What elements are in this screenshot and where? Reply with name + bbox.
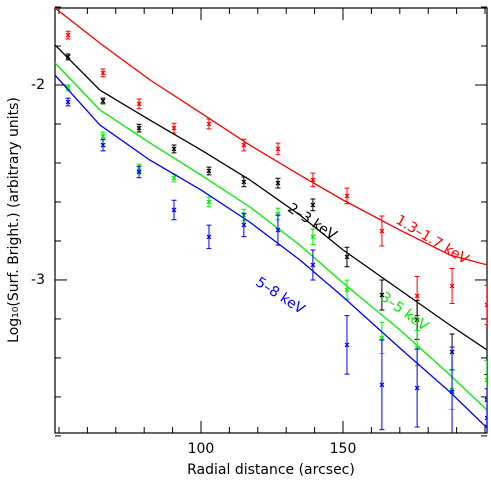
data-point	[65, 99, 71, 105]
data-point	[310, 177, 316, 183]
error-bar	[484, 374, 487, 426]
data-point	[241, 142, 247, 148]
data-point	[484, 397, 487, 403]
data-point	[171, 146, 177, 152]
data-point	[484, 302, 487, 308]
data-point	[344, 193, 350, 199]
x-axis-label: Radial distance (arcsec)	[187, 462, 355, 478]
model-line	[55, 44, 487, 351]
series-label: 3–5 keV	[377, 289, 431, 335]
model-line	[55, 8, 487, 266]
data-point	[310, 234, 316, 240]
data-point	[241, 179, 247, 185]
data-point	[65, 85, 71, 91]
data-point	[484, 377, 487, 383]
y-tick-label: -3	[31, 272, 45, 288]
data-point	[136, 125, 142, 131]
data-point	[275, 146, 281, 152]
data-point	[275, 227, 281, 233]
x-tick-label: 100	[188, 441, 215, 457]
series-label: 5–8 keV	[253, 274, 308, 318]
data-point	[484, 415, 487, 421]
data-point	[100, 142, 106, 148]
data-point	[310, 202, 316, 208]
data-point	[449, 283, 455, 289]
data-point	[379, 335, 385, 341]
y-tick-label: -2	[31, 77, 45, 93]
data-point	[206, 234, 212, 240]
data-point	[100, 70, 106, 76]
model-line	[55, 74, 487, 429]
data-point	[275, 180, 281, 186]
data-point	[310, 262, 316, 268]
data-point	[344, 254, 350, 260]
data-point	[171, 175, 177, 181]
data-point	[65, 54, 71, 60]
data-point	[344, 287, 350, 293]
data-point	[171, 207, 177, 213]
error-bar	[484, 359, 487, 400]
data-point	[241, 222, 247, 228]
error-bar	[484, 284, 487, 325]
data-point	[206, 168, 212, 174]
data-point	[449, 389, 455, 395]
data-point	[136, 101, 142, 107]
x-tick-label: 150	[330, 441, 357, 457]
data-point	[100, 133, 106, 139]
model-line	[55, 62, 487, 411]
data-point	[414, 317, 420, 323]
plot-area	[55, 8, 487, 433]
data-point	[136, 169, 142, 175]
data-point	[206, 121, 212, 127]
series-label: 1.3–1.7 keV	[393, 212, 472, 268]
data-point	[171, 125, 177, 131]
data-point	[379, 382, 385, 388]
data-point	[379, 292, 385, 298]
data-point	[414, 385, 420, 391]
data-point	[206, 199, 212, 205]
plot-frame	[54, 7, 488, 434]
error-bar	[484, 388, 487, 433]
data-point	[379, 228, 385, 234]
y-axis-label: Log₁₀(Surf. Bright.) (arbitrary units)	[6, 97, 22, 343]
data-point	[65, 32, 71, 38]
data-point	[414, 293, 420, 299]
data-point	[344, 342, 350, 348]
data-point	[100, 98, 106, 104]
